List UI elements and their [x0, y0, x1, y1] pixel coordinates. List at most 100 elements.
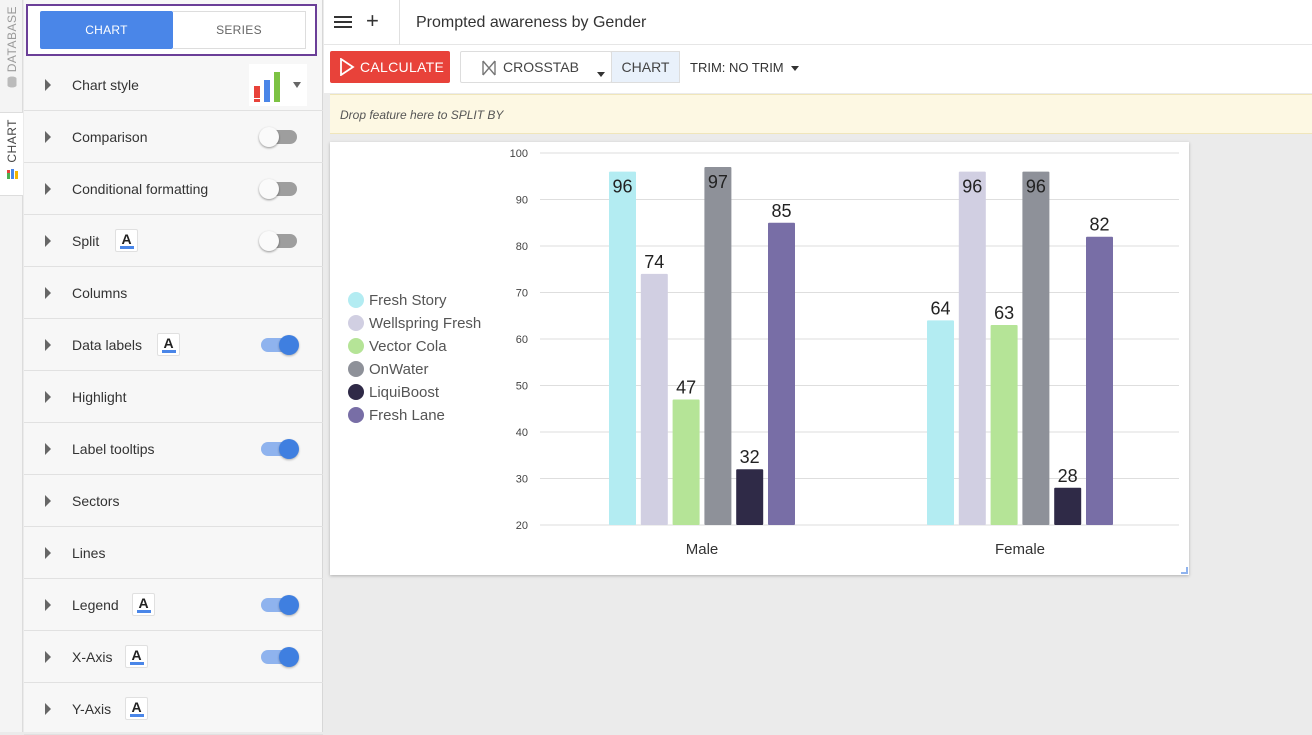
bar[interactable] [672, 399, 700, 525]
legend-item[interactable]: Fresh Lane [348, 405, 445, 425]
split-toggle[interactable] [259, 230, 297, 251]
data-label: 85 [771, 201, 791, 221]
conditional-formatting-toggle[interactable] [259, 178, 297, 199]
tab-series[interactable]: SERIES [173, 11, 306, 49]
text-format-icon[interactable]: A [125, 645, 148, 668]
chart-settings-panel: CHART SERIES Chart style Comparison Condit… [24, 0, 323, 735]
setting-label: Label tooltips [72, 440, 155, 457]
chevron-down-icon[interactable] [597, 72, 605, 77]
expand-caret-icon[interactable] [45, 598, 51, 611]
split-by-dropzone[interactable]: Drop feature here to SPLIT BY [330, 94, 1312, 134]
legend-item[interactable]: OnWater [348, 359, 428, 379]
tab-chart[interactable]: CHART [40, 11, 173, 49]
chevron-down-icon[interactable] [791, 66, 799, 71]
legend-item[interactable]: Wellspring Fresh [348, 313, 481, 333]
legend-item[interactable]: Vector Cola [348, 336, 447, 356]
setting-row-lines[interactable]: Lines [24, 527, 323, 579]
data-labels-toggle[interactable] [261, 334, 299, 355]
add-button[interactable]: + [366, 8, 379, 33]
hamburger-icon[interactable] [334, 13, 352, 31]
setting-row-data-labels[interactable]: Data labels A [24, 319, 323, 371]
legend-label: OnWater [369, 360, 429, 378]
legend-swatch [348, 315, 364, 331]
bar[interactable] [958, 171, 986, 525]
x-tick-label: Male [686, 541, 719, 558]
setting-row-label-tooltips[interactable]: Label tooltips [24, 423, 323, 475]
text-format-icon[interactable]: A [125, 697, 148, 720]
setting-row-x-axis[interactable]: X-Axis A [24, 631, 323, 683]
expand-caret-icon[interactable] [45, 234, 51, 247]
trim-dropdown[interactable]: TRIM: NO TRIM [690, 60, 784, 75]
chart-view-button[interactable]: CHART [611, 51, 680, 83]
legend-swatch [348, 292, 364, 308]
x-axis-toggle[interactable] [261, 646, 299, 667]
expand-caret-icon[interactable] [45, 650, 51, 663]
bar[interactable] [704, 166, 732, 525]
expand-caret-icon[interactable] [45, 390, 51, 403]
rail-tab-database-label: DATABASE [4, 6, 19, 73]
setting-label: Highlight [72, 388, 127, 405]
expand-caret-icon[interactable] [45, 494, 51, 507]
bar[interactable] [927, 320, 954, 525]
database-icon [7, 76, 16, 88]
x-tick-label: Female [995, 541, 1045, 558]
setting-row-split[interactable]: Split A [24, 215, 323, 267]
setting-row-y-axis[interactable]: Y-Axis A [24, 683, 323, 735]
setting-row-highlight[interactable]: Highlight [24, 371, 323, 423]
legend-toggle[interactable] [261, 594, 299, 615]
setting-row-chart-style[interactable]: Chart style [24, 59, 323, 111]
bar[interactable] [736, 469, 764, 525]
expand-caret-icon[interactable] [45, 78, 51, 91]
label-tooltips-toggle[interactable] [261, 438, 299, 459]
rail-tab-chart[interactable]: CHART [0, 112, 23, 196]
setting-row-conditional-formatting[interactable]: Conditional formatting [24, 163, 323, 215]
text-format-icon[interactable]: A [115, 229, 138, 252]
split-by-hint: Drop feature here to SPLIT BY [340, 108, 504, 122]
legend-label: Vector Cola [369, 337, 447, 355]
divider [399, 0, 400, 45]
expand-caret-icon[interactable] [45, 702, 51, 715]
setting-row-comparison[interactable]: Comparison [24, 111, 323, 163]
vertical-tab-rail: DATABASE CHART [0, 0, 23, 732]
setting-row-legend[interactable]: Legend A [24, 579, 323, 631]
panel-tab-switcher: CHART SERIES [26, 4, 317, 56]
expand-caret-icon[interactable] [45, 338, 51, 351]
bar[interactable] [1022, 171, 1050, 525]
expand-caret-icon[interactable] [45, 130, 51, 143]
bar[interactable] [768, 222, 795, 525]
bar[interactable] [640, 273, 668, 525]
rail-tab-chart-label: CHART [4, 119, 19, 163]
bar[interactable] [1054, 487, 1082, 525]
setting-row-sectors[interactable]: Sectors [24, 475, 323, 527]
setting-label: Lines [72, 544, 106, 561]
legend-item[interactable]: Fresh Story [348, 290, 447, 310]
legend-swatch [348, 361, 364, 377]
calculate-button[interactable]: CALCULATE [330, 51, 450, 83]
toolbar: CALCULATE CROSSTAB CHART TRIM: NO TRIM [324, 45, 1312, 93]
bar[interactable] [990, 325, 1018, 525]
y-tick-label: 60 [516, 334, 528, 346]
data-label: 96 [612, 177, 632, 197]
expand-caret-icon[interactable] [45, 546, 51, 559]
data-label: 32 [740, 447, 760, 467]
setting-row-columns[interactable]: Columns [24, 267, 323, 319]
chart-style-picker[interactable] [249, 64, 307, 106]
text-format-icon[interactable]: A [132, 593, 155, 616]
comparison-toggle[interactable] [259, 126, 297, 147]
expand-caret-icon[interactable] [45, 182, 51, 195]
crosstab-button[interactable]: CROSSTAB [460, 51, 612, 83]
page-title: Prompted awareness by Gender [416, 14, 647, 31]
data-label: 64 [930, 298, 950, 318]
bar[interactable] [609, 171, 636, 525]
setting-label: Split [72, 232, 100, 249]
resize-handle[interactable] [1181, 567, 1188, 574]
setting-label: Sectors [72, 492, 120, 509]
expand-caret-icon[interactable] [45, 442, 51, 455]
legend-label: Fresh Story [369, 291, 447, 309]
legend-item[interactable]: LiquiBoost [348, 382, 439, 402]
text-format-icon[interactable]: A [157, 333, 180, 356]
y-tick-label: 20 [516, 520, 528, 532]
expand-caret-icon[interactable] [45, 286, 51, 299]
rail-tab-database[interactable]: DATABASE [0, 0, 23, 104]
bar[interactable] [1086, 236, 1113, 525]
